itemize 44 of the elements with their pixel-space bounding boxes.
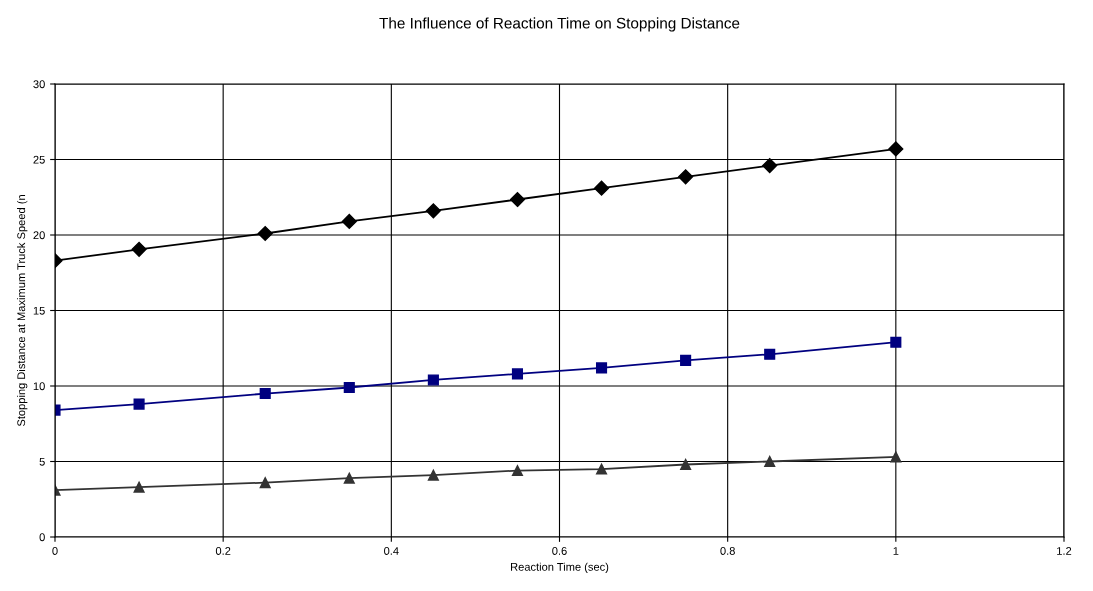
x-tick-label: 0 (52, 547, 58, 555)
point (595, 362, 608, 374)
x-tick-label: 0.8 (720, 547, 735, 555)
point (427, 374, 439, 386)
point (680, 458, 692, 471)
point (427, 469, 439, 481)
x-tick-label: 0.2 (215, 547, 231, 555)
point (257, 225, 273, 242)
y-axis-title: Stopping Distance at Maximum Truck Speed (n (17, 195, 28, 427)
point (341, 213, 357, 229)
point (890, 451, 902, 463)
x-axis-title: Reaction Time (sec) (511, 562, 609, 573)
point (762, 157, 778, 174)
point (259, 387, 271, 400)
point (343, 381, 355, 394)
y-tick-label: 0 (39, 533, 45, 542)
x-tick-label: 1 (893, 547, 899, 555)
point (343, 472, 355, 484)
point (509, 191, 526, 208)
point (133, 398, 145, 410)
point (131, 241, 147, 257)
x-tick-label: 0.6 (552, 547, 567, 555)
point (425, 203, 441, 219)
y-tick-label: 30 (33, 80, 45, 89)
point (511, 465, 524, 477)
point (259, 477, 271, 489)
chart-title: The Influence of Reaction Time on Stopping Distance (379, 17, 740, 32)
y-tick-label: 25 (33, 155, 45, 164)
point (511, 368, 524, 380)
point (680, 354, 692, 366)
point (888, 141, 904, 157)
x-tick-label: 0.4 (384, 547, 399, 555)
point (133, 481, 145, 493)
point (890, 336, 902, 348)
y-tick-label: 10 (33, 382, 45, 391)
y-tick-label: 20 (33, 231, 45, 240)
point (593, 180, 610, 196)
x-tick-label: 1.2 (1057, 547, 1072, 555)
point (764, 455, 776, 468)
point (595, 463, 608, 475)
y-tick-label: 15 (33, 306, 45, 315)
point (678, 169, 694, 185)
y-tick-label: 5 (39, 457, 45, 466)
point (764, 348, 776, 360)
